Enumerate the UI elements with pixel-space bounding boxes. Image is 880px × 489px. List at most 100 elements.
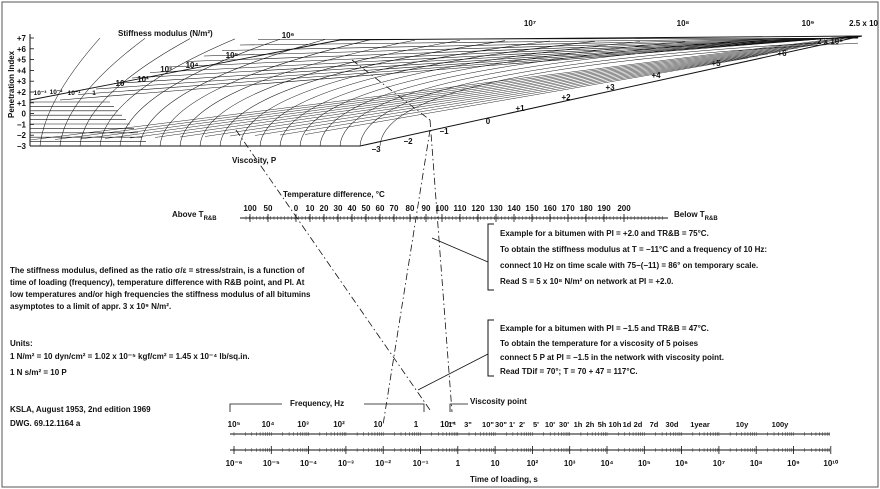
duration-tick-label: 2h xyxy=(586,420,595,429)
temperature-title: Temperature difference, °C xyxy=(283,190,385,199)
pi-axis-label: Penetration Index xyxy=(7,50,16,118)
frequency-tick-label: 1 xyxy=(414,420,419,429)
time-tick-label: 10⁻² xyxy=(375,459,391,468)
svg-text:time of loading (frequency), t: time of loading (frequency), temperature… xyxy=(10,278,305,287)
example-2-line-1: Example for a bitumen with PI = −1.5 and… xyxy=(500,324,709,333)
description-paragraph: The stiffness modulus, defined as the ra… xyxy=(10,266,311,311)
temperature-tick-label: 130 xyxy=(489,204,503,213)
network-curve xyxy=(119,38,281,147)
network-curve xyxy=(279,41,641,147)
below-rb-label: Below TR&B xyxy=(674,210,718,222)
time-tick-label: 10⁹ xyxy=(787,459,800,468)
duration-tick-label: 7d xyxy=(650,420,659,429)
stiffness-tick-label: 10 xyxy=(116,79,125,88)
time-tick-label: 10 xyxy=(491,459,500,468)
frequency-tick-label: 10⁴ xyxy=(262,420,275,429)
network-line xyxy=(257,37,859,40)
network-curve xyxy=(379,42,859,147)
network-line xyxy=(131,36,859,79)
network-curve xyxy=(319,41,731,147)
network-line xyxy=(95,36,859,90)
grid-pi-label: +1 xyxy=(515,104,525,113)
network-line xyxy=(54,37,849,140)
duration-tick-label: 10' xyxy=(545,420,555,429)
example-2-line-3: connect 5 P at PI = −1.5 in the network … xyxy=(500,353,724,362)
svg-text:asymptotes to a limit of appr.: asymptotes to a limit of appr. 3 x 10⁹ N… xyxy=(10,302,171,311)
stiffness-tick-label: 10⁴ xyxy=(186,61,199,70)
stiffness-tick-label: 10⁸ xyxy=(677,19,690,28)
temperature-tick-label: 190 xyxy=(597,204,611,213)
network-curve xyxy=(359,42,821,147)
temperature-tick-label: 160 xyxy=(543,204,557,213)
example-1-line-1: Example for a bitumen with PI = +2.0 and… xyxy=(500,229,709,238)
time-title: Time of loading, s xyxy=(470,475,538,484)
temperature-tick-label: 70 xyxy=(390,204,399,213)
svg-text:The stiffness modulus, defined: The stiffness modulus, defined as the ra… xyxy=(10,266,305,275)
network-curve xyxy=(219,40,506,147)
temperature-tick-label: 110 xyxy=(454,204,467,213)
duration-tick-label: 30" xyxy=(495,420,507,429)
duration-tick-label: 10h xyxy=(609,420,622,429)
example-2-line-4: Read TDif = 70°; T = 70 + 47 = 117°C. xyxy=(500,367,638,376)
above-rb-label: Above TR&B xyxy=(172,210,217,222)
temperature-tick-label: 30 xyxy=(334,204,343,213)
pi-tick-label: +3 xyxy=(17,77,27,86)
example-pointers xyxy=(417,237,489,391)
stiffness-tick-label: 10⁻² xyxy=(50,89,64,96)
network-boundary xyxy=(359,35,863,147)
network-line xyxy=(154,45,809,138)
temperature-tick-label: 80 xyxy=(406,204,415,213)
credit-block: KSLA, August 1953, 2nd edition 1969 DWG.… xyxy=(10,405,151,428)
network-curve xyxy=(299,41,686,147)
network-line xyxy=(239,37,859,46)
stiffness-tick-label: 10² xyxy=(137,75,149,84)
duration-tick-label: 1" xyxy=(448,420,456,429)
network-curve xyxy=(159,39,371,147)
temperature-tick-label: 140 xyxy=(507,204,521,213)
network-curve xyxy=(139,39,326,147)
network-line xyxy=(29,35,859,141)
network-line xyxy=(149,36,859,73)
pi-tick-label: 0 xyxy=(22,110,27,119)
network-curve xyxy=(99,38,236,147)
duration-tick-label: 30d xyxy=(666,420,679,429)
pi-tick-label: −1 xyxy=(17,120,27,129)
duration-tick-label: 2d xyxy=(634,420,643,429)
construction-line-a xyxy=(235,129,431,411)
time-tick-label: 10⁷ xyxy=(713,459,725,468)
time-tick-label: 10⁻⁵ xyxy=(263,459,280,468)
stiffness-tick-label: 1 xyxy=(92,90,96,97)
temperature-tick-label: 10 xyxy=(306,204,315,213)
example-box-1: Example for a bitumen with PI = +2.0 and… xyxy=(487,223,767,291)
temperature-tick-label: 180 xyxy=(579,204,593,213)
grid-pi-label: −1 xyxy=(439,127,449,136)
construction-line-b xyxy=(351,59,431,121)
duration-tick-label: 10y xyxy=(736,420,749,429)
network-boundary xyxy=(339,35,863,41)
viscosity-point-label: Viscosity point xyxy=(470,397,527,406)
network-line xyxy=(167,36,859,68)
grid-pi-label: +2 xyxy=(561,93,571,102)
temperature-tick-label: 60 xyxy=(376,204,385,213)
temperature-tick-label: 100 xyxy=(243,204,257,213)
stiffness-modulus-label: Stiffness modulus (N/m²) xyxy=(118,29,213,38)
frequency-title: Frequency, Hz xyxy=(290,399,344,408)
grid-pi-label: +6 xyxy=(777,49,787,58)
credit-line-1: KSLA, August 1953, 2nd edition 1969 xyxy=(10,405,151,414)
network-line xyxy=(79,39,839,140)
network-curve xyxy=(39,37,101,147)
stiffness-tick-label: 10⁻³ xyxy=(34,90,48,97)
stiffness-tick-label: 2.5 x 10 xyxy=(849,19,878,28)
time-tick-label: 1 xyxy=(456,459,461,468)
duration-tick-label: 1d xyxy=(623,420,632,429)
network-line xyxy=(59,35,859,101)
network-curve xyxy=(59,38,146,147)
temperature-tick-label: 50 xyxy=(264,204,273,213)
network-line xyxy=(254,53,769,136)
time-tick-label: 10¹⁰ xyxy=(823,459,839,468)
stiffness-tick-label: 10⁵ xyxy=(226,51,239,60)
time-tick-label: 10⁻⁴ xyxy=(300,459,317,468)
construction-line-d xyxy=(382,129,431,426)
network-curve xyxy=(79,38,191,147)
time-scale: 1" 3" 10" 30" 1' 2' 5' 10' 30' 1h 2h 5h 10h 1d 2d 7d 30d… xyxy=(226,420,839,484)
